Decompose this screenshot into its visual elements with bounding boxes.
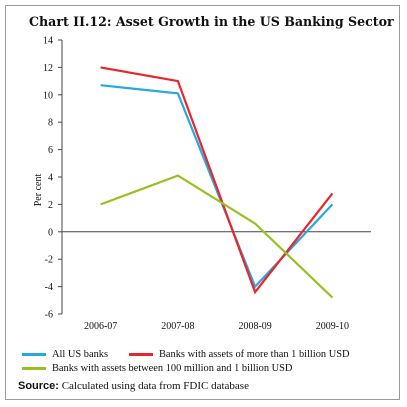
x-tick-label: 2008-09 [238, 321, 271, 332]
y-tick-label: 10 [43, 90, 53, 101]
y-tick-label: 2 [48, 200, 53, 211]
source-note: Source: Calculated using data from FDIC … [18, 380, 249, 392]
series-line-1 [100, 66, 334, 295]
y-tick-label: -2 [45, 255, 53, 266]
legend-item-banks-over-1-billion: Banks with assets of more than 1 billion… [129, 349, 349, 360]
legend-swatch [22, 353, 46, 356]
y-tick-label: -6 [45, 310, 53, 321]
chart-frame [5, 5, 400, 400]
y-tick-label: 8 [48, 118, 53, 129]
series-line-0 [100, 84, 334, 289]
legend-swatch [129, 353, 153, 356]
source-label: Source: [18, 380, 59, 392]
chart-axes: 14 12 10 8 6 4 2 0 -2 -4 -6 2006-07 2007-08 2008-09 20… [43, 36, 371, 332]
y-tick-label: 4 [48, 173, 53, 184]
chart-title: Chart II.12: Asset Growth in the US Bank… [29, 14, 394, 29]
legend-label: Banks with assets of more than 1 billion… [159, 349, 350, 360]
y-axis-label: Per cent [33, 174, 44, 207]
legend-item-all-us-banks: All US banks [22, 349, 108, 360]
y-tick-label: 0 [48, 227, 53, 238]
legend-item-banks-100m-to-1b: Banks with assets between 100 million an… [22, 363, 292, 374]
legend-label: All US banks [52, 349, 108, 360]
source-text: Calculated using data from FDIC database [61, 380, 249, 392]
x-tick-label: 2006-07 [84, 321, 117, 332]
y-tick-label: -4 [45, 282, 53, 293]
y-tick-label: 6 [48, 145, 53, 156]
legend-label: Banks with assets between 100 million an… [52, 363, 293, 374]
y-tick-label: 14 [43, 36, 53, 47]
x-tick-label: 2007-08 [161, 321, 194, 332]
x-tick-label: 2009-10 [316, 321, 349, 332]
series-line-2 [100, 174, 334, 299]
chart-series [100, 66, 334, 299]
y-tick-label: 12 [43, 63, 53, 74]
legend-swatch [22, 367, 46, 370]
